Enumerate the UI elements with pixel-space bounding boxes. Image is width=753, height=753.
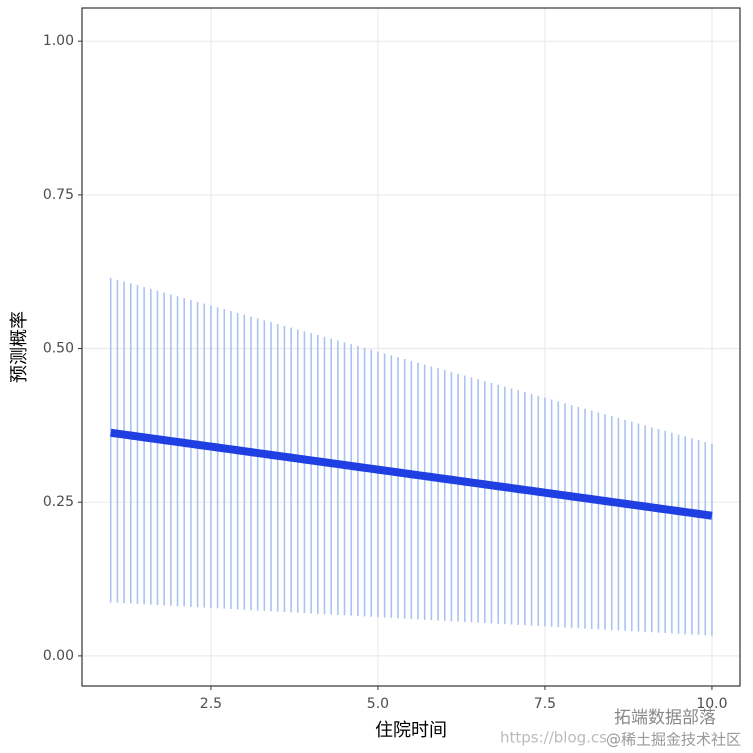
y-axis-title: 预测概率: [9, 311, 30, 383]
y-tick-label: 1.00: [43, 33, 74, 49]
panel-border: [81, 7, 741, 687]
x-axis-title: 住院时间: [375, 720, 447, 741]
y-tick-label: 0.75: [43, 187, 74, 203]
watermark: 拓端数据部落: [614, 708, 716, 728]
y-tick-label: 0.00: [43, 648, 74, 664]
y-tick-label: 0.50: [43, 341, 74, 357]
x-tick-label: 10.0: [696, 696, 727, 712]
watermark: https://blog.cs: [500, 729, 607, 747]
watermark: @稀土掘金技术社区: [606, 731, 741, 749]
x-tick-label: 7.5: [534, 696, 556, 712]
x-tick-label: 5.0: [367, 696, 389, 712]
line: [110, 428, 713, 520]
y-tick-label: 0.25: [43, 494, 74, 510]
x-tick-label: 2.5: [200, 696, 222, 712]
